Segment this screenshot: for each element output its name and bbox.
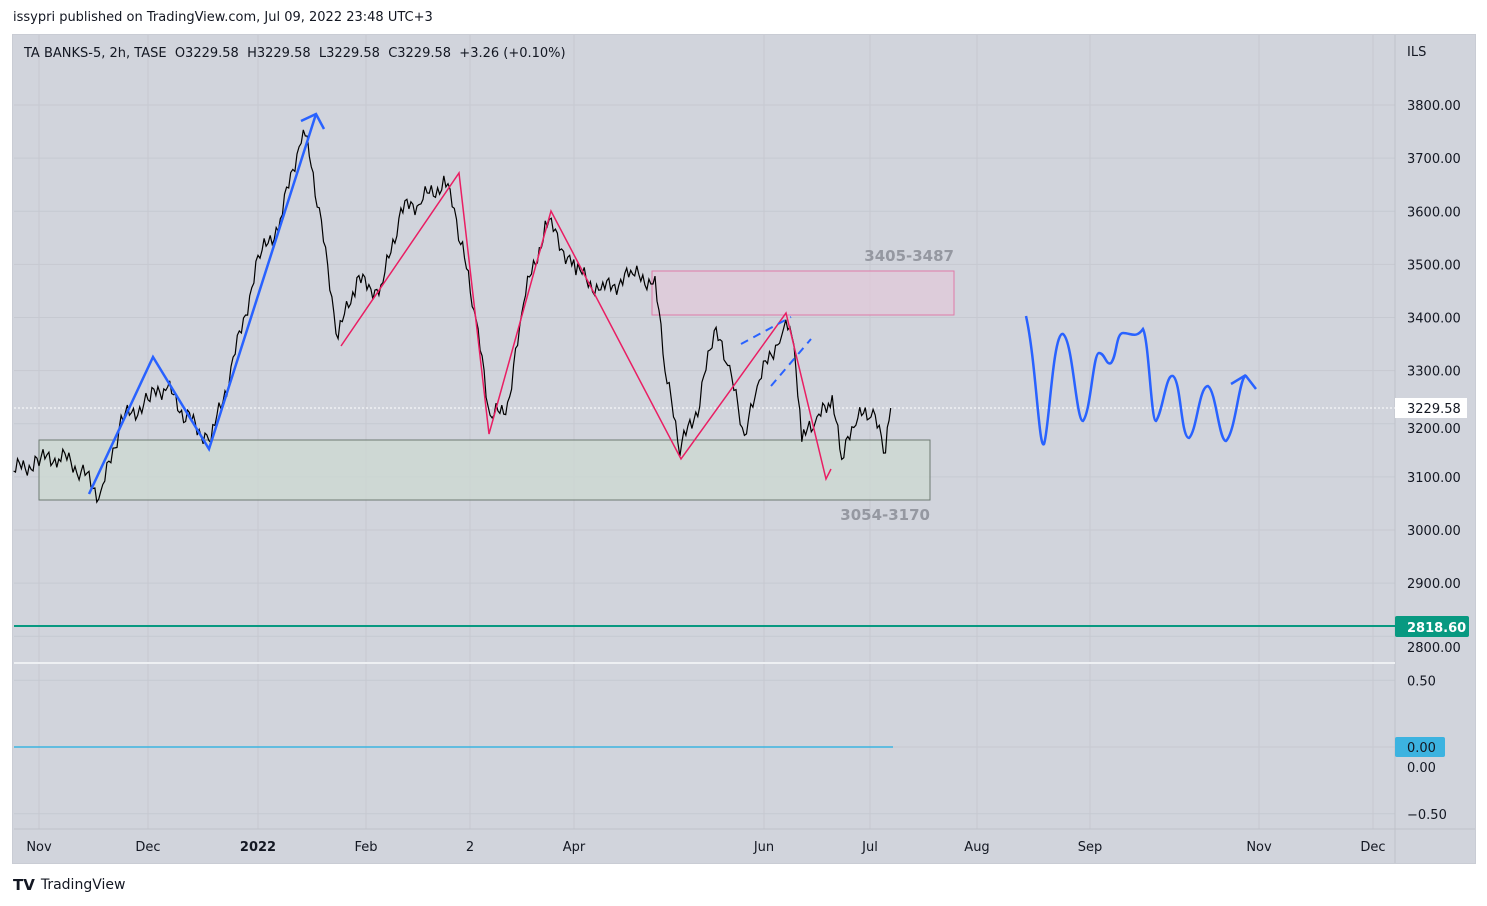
blue-impulse-drawing[interactable] [87, 113, 318, 495]
price-tick-label: 3200.00 [1407, 422, 1461, 437]
time-tick-label: Jun [753, 840, 774, 855]
price-tick-label: 3500.00 [1407, 258, 1461, 273]
publish-info: issypri published on TradingView.com, Ju… [13, 10, 433, 25]
open-value: O3229.58 [174, 46, 239, 61]
indicator-value-badge [1395, 737, 1445, 757]
support-zone[interactable] [38, 439, 931, 501]
price-series [13, 129, 892, 504]
currency-label: ILS [1407, 45, 1426, 60]
time-tick-label: Feb [354, 840, 377, 855]
time-tick-label: Nov [1246, 840, 1272, 855]
time-tick-label: Jul [861, 840, 878, 855]
time-tick-label: 2022 [240, 840, 276, 855]
price-tick-label: 2900.00 [1407, 577, 1461, 592]
indicator-tick-label: 0.00 [1407, 761, 1436, 776]
price-tick-label: 3300.00 [1407, 365, 1461, 380]
last-price-badge [1395, 398, 1467, 418]
price-tick-label: 3400.00 [1407, 312, 1461, 327]
tradingview-logo[interactable]: 𝗧𝗩 TradingView [13, 876, 125, 894]
chart-canvas[interactable]: 3405-3487 3054-3170 ILS 3800.00 3700.00 36… [1, 1, 1475, 863]
resistance-zone-label: 3405-3487 [864, 247, 954, 265]
price-tick-label: 2800.00 [1407, 641, 1461, 656]
support-price-value: 2818.60 [1407, 621, 1466, 636]
low-value: L3229.58 [318, 46, 380, 61]
forecast-path-drawing[interactable] [1024, 315, 1257, 446]
time-axis[interactable]: Nov Dec 2022 Feb 2 Apr Jun Jul Aug Sep Nov Dec [26, 840, 1385, 855]
indicator-value: 0.00 [1407, 741, 1436, 756]
price-line [13, 129, 892, 504]
grid [14, 35, 1395, 829]
price-tick-label: 3100.00 [1407, 471, 1461, 486]
indicator-tick-label: 0.50 [1407, 674, 1436, 689]
channel-upper-line[interactable] [740, 316, 792, 345]
symbol-legend[interactable]: TA BANKS-5, 2h, TASE O3229.58 H3229.58 L… [24, 46, 566, 61]
forecast-arrow-icon [1230, 373, 1247, 386]
close-value: C3229.58 [388, 46, 452, 61]
tv-logo-icon: 𝗧𝗩 [13, 876, 35, 894]
time-tick-label: Dec [1360, 840, 1385, 855]
time-tick-label: 2 [466, 840, 474, 855]
price-tick-label: 3000.00 [1407, 524, 1461, 539]
price-axis[interactable]: 3800.00 3700.00 3600.00 3500.00 3400.00 3300.… [1407, 99, 1461, 656]
time-tick-label: Aug [964, 840, 989, 855]
symbol-name: TA BANKS-5, 2h, TASE [24, 46, 167, 61]
chart-frame[interactable]: 3405-3487 3054-3170 ILS 3800.00 3700.00 36… [12, 34, 1476, 864]
pink-zigzag-drawing[interactable] [340, 170, 832, 482]
time-tick-label: Apr [563, 840, 586, 855]
resistance-zone[interactable] [651, 270, 955, 316]
price-tick-label: 3800.00 [1407, 99, 1461, 114]
indicator-tick-label: −0.50 [1407, 808, 1447, 823]
price-tick-label: 3600.00 [1407, 205, 1461, 220]
support-price-badge [1395, 616, 1469, 637]
arrow-head-icon [300, 112, 326, 130]
brand-name: TradingView [40, 877, 126, 893]
price-tick-label: 3700.00 [1407, 152, 1461, 167]
support-zone-label: 3054-3170 [840, 506, 930, 524]
time-tick-label: Dec [135, 840, 160, 855]
change-value: +3.26 (+0.10%) [459, 46, 566, 61]
high-value: H3229.58 [247, 46, 311, 61]
time-tick-label: Sep [1078, 840, 1103, 855]
indicator-axis[interactable]: 0.50 0.00 −0.50 [1407, 674, 1447, 823]
time-tick-label: Nov [26, 840, 52, 855]
channel-lower-line[interactable] [770, 338, 812, 387]
last-price-value: 3229.58 [1407, 402, 1461, 417]
